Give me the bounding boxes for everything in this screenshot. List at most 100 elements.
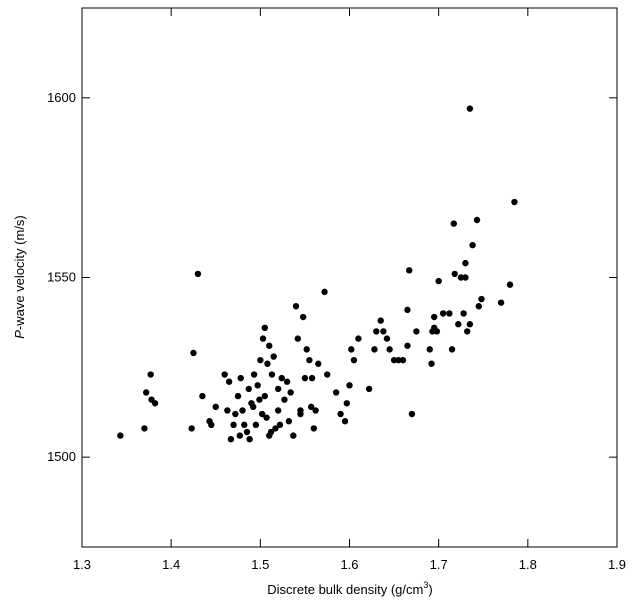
data-point: [451, 270, 458, 278]
data-point: [258, 410, 266, 418]
data-point: [383, 335, 391, 342]
data-point: [395, 356, 402, 364]
data-point: [350, 356, 358, 364]
data-point: [308, 374, 316, 382]
data-point: [252, 421, 260, 429]
data-point: [259, 335, 267, 342]
data-point: [225, 378, 233, 385]
data-point: [464, 328, 471, 335]
data-point: [337, 410, 344, 418]
y-tick-label: 1500: [47, 449, 76, 464]
x-tick-label: 1.3: [73, 557, 91, 572]
data-point: [263, 414, 270, 421]
data-point: [466, 105, 474, 112]
data-point: [212, 403, 219, 411]
data-point: [446, 310, 453, 317]
data-point: [473, 216, 481, 224]
data-point: [254, 382, 261, 389]
data-point: [371, 346, 378, 353]
data-point: [448, 346, 456, 353]
data-point: [365, 385, 373, 393]
data-point: [194, 270, 202, 278]
plot-frame: [81, 7, 618, 548]
y-label-text: -wave velocity (m/s): [12, 215, 27, 330]
data-point: [297, 410, 304, 418]
data-point: [324, 371, 331, 378]
y-tick-label: 1550: [47, 270, 76, 285]
x-label-sup: 3: [423, 580, 428, 590]
data-point: [435, 277, 442, 285]
data-point: [237, 374, 244, 382]
data-point: [261, 324, 268, 332]
data-point: [188, 425, 195, 432]
data-point: [294, 335, 301, 342]
data-point: [267, 428, 275, 436]
data-point: [268, 371, 276, 378]
data-point: [208, 421, 215, 429]
data-point: [236, 432, 244, 439]
data-point: [433, 328, 441, 335]
data-point: [348, 346, 355, 353]
data-point: [241, 421, 248, 429]
data-point: [281, 396, 288, 403]
data-point: [246, 436, 253, 443]
x-label-text: Discrete bulk density (g/cm: [267, 582, 423, 597]
data-point: [224, 407, 231, 414]
data-point: [386, 346, 393, 353]
x-tick-label: 1.6: [340, 557, 358, 572]
data-point: [475, 303, 482, 310]
data-point: [292, 303, 300, 310]
data-point: [199, 392, 206, 400]
data-point: [276, 421, 284, 429]
data-point: [321, 288, 328, 296]
data-point: [303, 346, 310, 353]
y-tick-label: 1600: [47, 90, 76, 105]
data-point: [285, 418, 293, 425]
x-tick-label: 1.4: [162, 557, 180, 572]
data-point: [230, 421, 237, 429]
data-point: [497, 299, 505, 306]
data-point: [283, 378, 291, 385]
data-point: [404, 342, 411, 349]
data-point: [274, 385, 282, 393]
data-point: [406, 267, 413, 274]
data-point: [355, 335, 362, 342]
data-point: [466, 321, 474, 328]
data-point: [250, 403, 257, 411]
data-point: [290, 432, 297, 439]
data-point: [346, 382, 353, 389]
data-point: [390, 356, 398, 364]
data-point: [312, 407, 319, 414]
data-point: [266, 342, 273, 349]
data-point: [380, 328, 387, 335]
y-axis-label: P-wave velocity (m/s): [12, 215, 27, 339]
data-point: [343, 400, 351, 407]
data-point: [506, 281, 514, 288]
data-point: [274, 407, 282, 414]
data-point: [457, 274, 465, 281]
data-point: [413, 328, 420, 335]
data-point: [428, 360, 435, 367]
data-point: [408, 410, 416, 418]
data-point: [256, 396, 263, 403]
data-point: [151, 400, 159, 407]
data-point: [511, 198, 518, 206]
x-tick-label: 1.8: [519, 557, 537, 572]
x-tick-label: 1.5: [251, 557, 269, 572]
data-point: [332, 389, 340, 396]
data-point: [301, 374, 309, 382]
data-point: [341, 418, 349, 425]
data-point: [310, 425, 318, 432]
data-point: [299, 313, 307, 321]
data-point: [404, 306, 411, 314]
data-point: [250, 371, 258, 378]
data-point: [261, 392, 268, 400]
data-point: [315, 360, 322, 367]
data-point: [190, 349, 197, 357]
data-point: [245, 385, 252, 393]
x-tick-label: 1.7: [430, 557, 448, 572]
data-point: [243, 428, 251, 436]
data-point: [455, 321, 462, 328]
data-point: [227, 436, 235, 443]
